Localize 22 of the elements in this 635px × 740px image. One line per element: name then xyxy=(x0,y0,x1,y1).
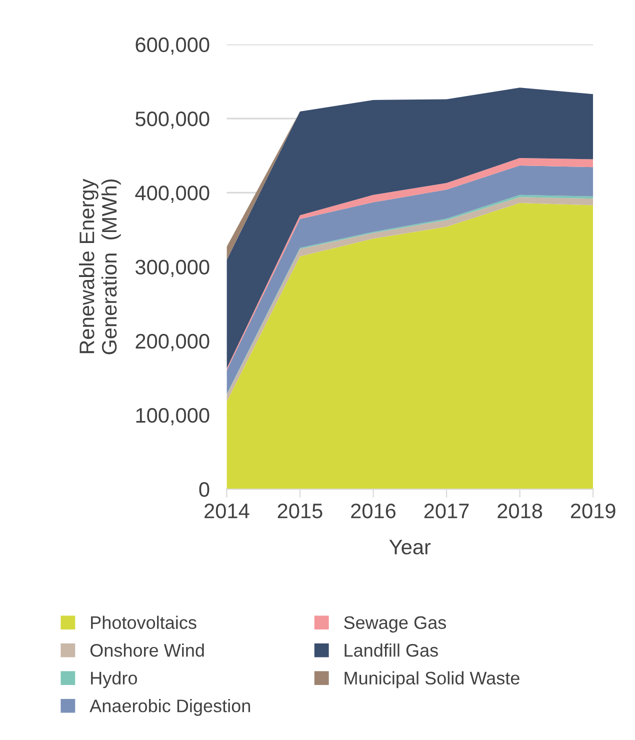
y-tick-label: 500,000 xyxy=(136,112,210,129)
legend-label: Sewage Gas xyxy=(344,616,446,633)
legend-label: Landfill Gas xyxy=(344,644,438,657)
x-tick-label: 2018 xyxy=(498,504,542,518)
y-tick-label: 400,000 xyxy=(135,186,210,203)
y-tick-label: 100,000 xyxy=(136,408,210,426)
legend-label: Anaerobic Digestion xyxy=(90,699,250,716)
x-tick-label: 2016 xyxy=(351,504,396,518)
legend-label: Photovoltaics xyxy=(91,616,196,630)
x-axis-title: Year xyxy=(389,540,431,554)
x-tick-label: 2017 xyxy=(424,504,469,518)
y-axis-title: Renewable Energy Generation (MWh) xyxy=(78,178,121,354)
y-tick-label: 0 xyxy=(199,482,210,497)
legend-label: Hydro xyxy=(91,671,137,688)
legend-label: Municipal Solid Waste xyxy=(344,671,520,688)
legend-label: Onshore Wind xyxy=(90,644,204,657)
x-tick-label: 2014 xyxy=(204,504,250,518)
x-tick-label: 2019 xyxy=(570,504,616,518)
y-tick-label: 200,000 xyxy=(136,334,210,352)
x-tick-label: 2015 xyxy=(278,504,322,518)
y-tick-label: 300,000 xyxy=(136,260,210,277)
y-tick-label: 600,000 xyxy=(136,37,210,55)
